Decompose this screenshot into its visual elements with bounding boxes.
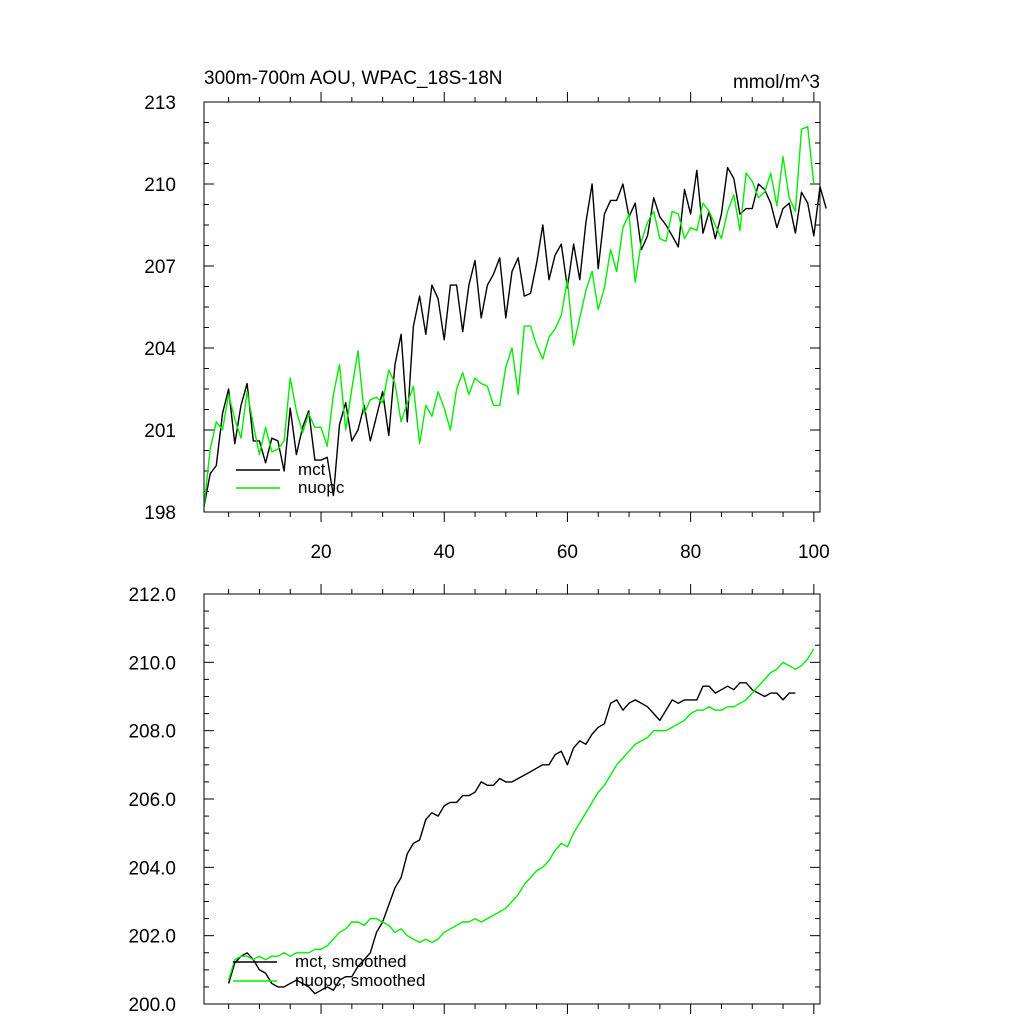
legend-label: nuopc, smoothed: [295, 971, 425, 990]
y-tick-label: 198: [144, 503, 176, 524]
y-tick-label: 201: [144, 421, 176, 442]
series-line-nuopc-smoothed: [227, 648, 815, 981]
series-line-nuopc: [203, 125, 815, 507]
plot-frame: [203, 101, 821, 513]
y-tick-label: 204: [144, 339, 176, 360]
chart-title: 300m-700m AOU, WPAC_18S-18N: [204, 68, 503, 89]
y-tick-label: 208.0: [128, 722, 176, 743]
legend-label: mct: [298, 460, 326, 479]
y-tick-label: 206.0: [128, 790, 176, 811]
legend-label: mct, smoothed: [295, 952, 407, 971]
x-tick-label: 40: [434, 542, 455, 563]
y-tick-label: 210.0: [128, 653, 176, 674]
plot-frame: [203, 593, 821, 1005]
y-tick-label: 200.0: [128, 995, 176, 1016]
y-tick-label: 212.0: [128, 585, 176, 606]
x-tick-label: 60: [557, 542, 578, 563]
x-tick-label: 80: [680, 542, 701, 563]
series-line-mct: [203, 166, 827, 507]
units-label: mmol/m^3: [733, 72, 820, 93]
series-line-mct-smoothed: [227, 682, 796, 995]
bottom-panel: 200.0 202.0 204.0 206.0 208.0 210.0 212.0 mct,…: [128, 584, 821, 1016]
x-tick-label: 20: [310, 542, 331, 563]
legend-label: nuopc: [298, 478, 345, 497]
y-tick-label: 213: [144, 93, 176, 114]
y-tick-label: 210: [144, 175, 176, 196]
top-panel: 300m-700m AOU, WPAC_18S-18N mmol/m^3 198…: [144, 68, 829, 563]
y-tick-label: 204.0: [128, 858, 176, 879]
y-tick-label: 202.0: [128, 927, 176, 948]
x-tick-label: 100: [798, 542, 830, 563]
y-tick-label: 207: [144, 257, 176, 278]
